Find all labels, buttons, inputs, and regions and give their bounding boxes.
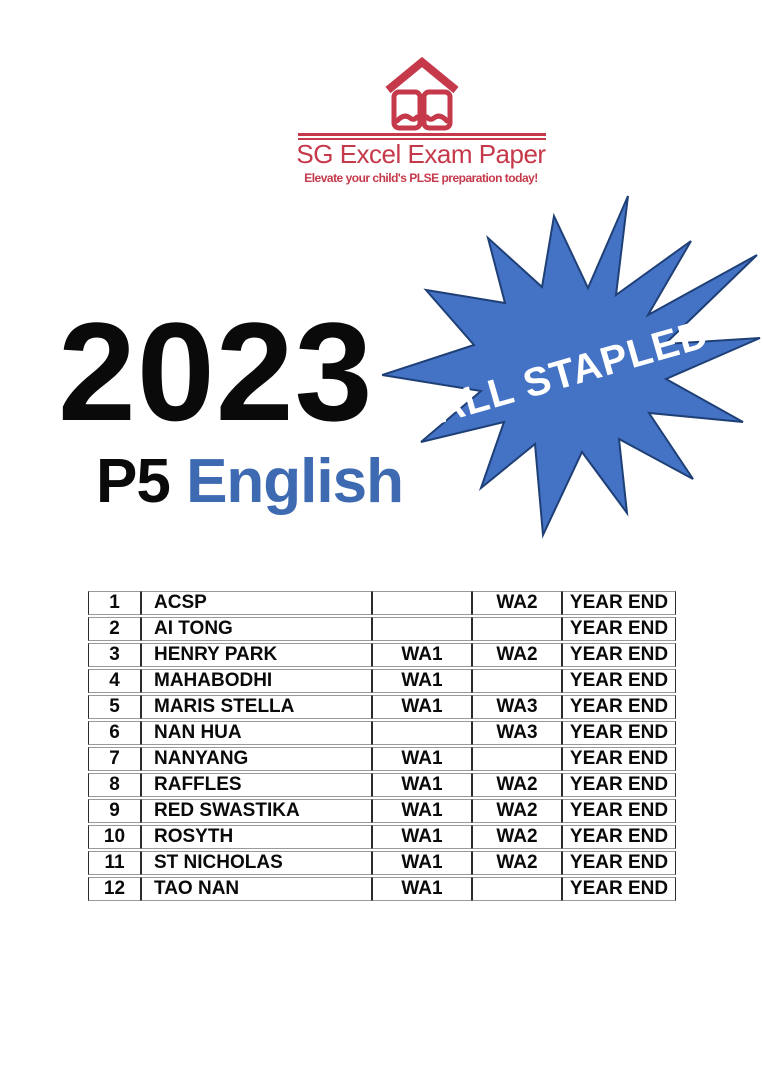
table-row: 12 TAO NAN WA1 YEAR END	[88, 877, 676, 901]
wa2-wa3-cell: WA3	[472, 695, 562, 719]
all-stapled-badge: ALL STAPLED	[382, 190, 762, 542]
table-row: 8 RAFFLES WA1 WA2 YEAR END	[88, 773, 676, 797]
row-number-cell: 2	[88, 617, 141, 641]
wa2-wa3-cell: WA2	[472, 825, 562, 849]
brand-name: SG Excel Exam Paper	[296, 139, 546, 169]
wa2-wa3-cell: WA2	[472, 643, 562, 667]
row-number-cell: 11	[88, 851, 141, 875]
wa1-cell: WA1	[372, 643, 472, 667]
year-end-cell: YEAR END	[562, 825, 676, 849]
year-end-cell: YEAR END	[562, 721, 676, 745]
wa2-wa3-cell	[472, 617, 562, 641]
year-end-cell: YEAR END	[562, 851, 676, 875]
wa1-cell: WA1	[372, 669, 472, 693]
subject-label: English	[186, 447, 404, 516]
table-row: 3 HENRY PARK WA1 WA2 YEAR END	[88, 643, 676, 667]
school-name-cell: HENRY PARK	[141, 643, 372, 667]
year-end-cell: YEAR END	[562, 617, 676, 641]
wa1-cell: WA1	[372, 851, 472, 875]
wa1-cell: WA1	[372, 877, 472, 901]
table-row: 7 NANYANG WA1 YEAR END	[88, 747, 676, 771]
year-heading: 2023	[58, 293, 374, 450]
row-number-cell: 7	[88, 747, 141, 771]
logo-divider-lines	[298, 133, 546, 140]
table-row: 6 NAN HUA WA3 YEAR END	[88, 721, 676, 745]
year-end-cell: YEAR END	[562, 747, 676, 771]
school-name-cell: NAN HUA	[141, 721, 372, 745]
exam-paper-table: 1 ACSP WA2 YEAR END 2 AI TONG YEAR END 3 HENRY P…	[88, 589, 676, 903]
wa1-cell	[372, 617, 472, 641]
table-row: 1 ACSP WA2 YEAR END	[88, 591, 676, 615]
table-row: 10 ROSYTH WA1 WA2 YEAR END	[88, 825, 676, 849]
level-label: P5	[96, 447, 171, 516]
row-number-cell: 10	[88, 825, 141, 849]
wa1-cell: WA1	[372, 799, 472, 823]
school-name-cell: MAHABODHI	[141, 669, 372, 693]
wa2-wa3-cell: WA2	[472, 799, 562, 823]
school-name-cell: RED SWASTIKA	[141, 799, 372, 823]
row-number-cell: 1	[88, 591, 141, 615]
year-end-cell: YEAR END	[562, 591, 676, 615]
wa1-cell: WA1	[372, 695, 472, 719]
wa2-wa3-cell	[472, 747, 562, 771]
wa2-wa3-cell: WA3	[472, 721, 562, 745]
school-name-cell: ACSP	[141, 591, 372, 615]
year-end-cell: YEAR END	[562, 877, 676, 901]
wa2-wa3-cell: WA2	[472, 773, 562, 797]
open-book-with-roof-icon	[384, 56, 460, 134]
starburst-icon	[382, 195, 761, 539]
year-end-cell: YEAR END	[562, 643, 676, 667]
year-end-cell: YEAR END	[562, 695, 676, 719]
wa2-wa3-cell	[472, 877, 562, 901]
school-name-cell: ROSYTH	[141, 825, 372, 849]
year-end-cell: YEAR END	[562, 799, 676, 823]
year-end-cell: YEAR END	[562, 669, 676, 693]
wa2-wa3-cell	[472, 669, 562, 693]
school-name-cell: MARIS STELLA	[141, 695, 372, 719]
row-number-cell: 6	[88, 721, 141, 745]
row-number-cell: 9	[88, 799, 141, 823]
table-row: 11 ST NICHOLAS WA1 WA2 YEAR END	[88, 851, 676, 875]
row-number-cell: 12	[88, 877, 141, 901]
wa1-cell: WA1	[372, 773, 472, 797]
level-subject-heading: P5 English	[96, 451, 404, 513]
row-number-cell: 5	[88, 695, 141, 719]
table-row: 5 MARIS STELLA WA1 WA3 YEAR END	[88, 695, 676, 719]
school-name-cell: AI TONG	[141, 617, 372, 641]
wa1-cell: WA1	[372, 747, 472, 771]
row-number-cell: 8	[88, 773, 141, 797]
table-row: 2 AI TONG YEAR END	[88, 617, 676, 641]
brand-tagline: Elevate your child's PLSE preparation to…	[304, 171, 538, 185]
wa1-cell: WA1	[372, 825, 472, 849]
row-number-cell: 4	[88, 669, 141, 693]
school-name-cell: RAFFLES	[141, 773, 372, 797]
wa2-wa3-cell: WA2	[472, 591, 562, 615]
table-row: 4 MAHABODHI WA1 YEAR END	[88, 669, 676, 693]
year-end-cell: YEAR END	[562, 773, 676, 797]
wa2-wa3-cell: WA2	[472, 851, 562, 875]
school-name-cell: NANYANG	[141, 747, 372, 771]
table-row: 9 RED SWASTIKA WA1 WA2 YEAR END	[88, 799, 676, 823]
row-number-cell: 3	[88, 643, 141, 667]
wa1-cell	[372, 591, 472, 615]
school-name-cell: TAO NAN	[141, 877, 372, 901]
school-name-cell: ST NICHOLAS	[141, 851, 372, 875]
wa1-cell	[372, 721, 472, 745]
